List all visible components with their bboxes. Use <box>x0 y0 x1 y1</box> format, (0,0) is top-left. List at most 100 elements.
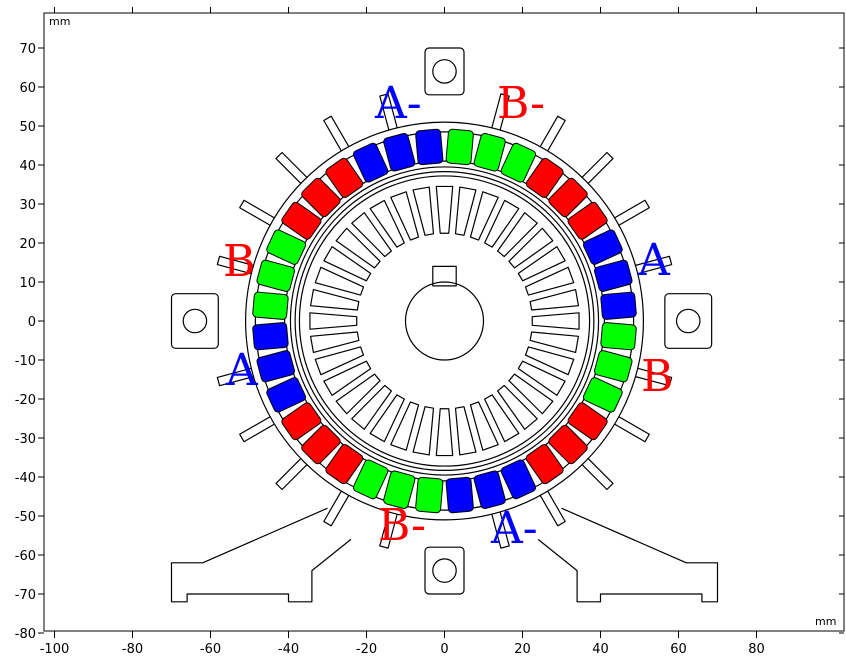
phase-label: A- <box>490 503 538 554</box>
rotor-slot <box>390 191 420 241</box>
cooling-fin <box>216 255 254 275</box>
rotor-slot <box>435 408 454 457</box>
y-tick-label: 20 <box>19 237 36 252</box>
rotor-slot <box>435 185 454 234</box>
rotor-slot <box>508 373 554 415</box>
air-gap-outer-ring <box>289 166 600 476</box>
coil-slot <box>252 291 289 320</box>
phase-label: B- <box>497 78 545 129</box>
rotor-slot <box>335 227 381 269</box>
cooling-fin <box>323 115 350 152</box>
y-tick-label: -10 <box>15 354 36 369</box>
housing-inner-ring <box>254 131 635 511</box>
x-tick-label: -20 <box>356 642 377 657</box>
rotor-slot <box>531 312 580 330</box>
cooling-fin <box>491 93 510 131</box>
mounting-hole <box>432 59 457 84</box>
y-tick-label: 0 <box>28 315 36 330</box>
coil-slot <box>301 177 341 218</box>
y-tick-label: 30 <box>19 198 36 213</box>
rotor-slot <box>524 266 575 296</box>
plot-frame <box>43 12 845 632</box>
motor-geometry <box>170 47 719 603</box>
cooling-fin <box>581 458 614 491</box>
rotor-slot <box>497 212 538 258</box>
y-tick-label: -60 <box>15 549 36 564</box>
coil-slot <box>548 424 588 465</box>
rotor-slot <box>529 331 580 354</box>
rotor-slot <box>351 384 392 430</box>
coil-slot <box>445 128 474 166</box>
coil-slot <box>281 402 322 441</box>
coil-slot <box>383 470 416 510</box>
coil-slot <box>548 177 588 218</box>
rotor-slot <box>351 212 392 258</box>
rotor-slot <box>529 288 580 311</box>
coil-slot <box>352 142 389 183</box>
rotor-slot <box>323 360 372 396</box>
phase-label: A- <box>374 78 422 129</box>
coil-slot <box>500 142 537 183</box>
cooling-fin <box>275 151 308 184</box>
x-tick-label: -100 <box>40 642 70 657</box>
coil-slot <box>500 459 537 500</box>
x-unit-label: mm <box>815 615 836 628</box>
coil-slot <box>473 470 506 510</box>
coil-slot <box>415 128 444 166</box>
x-tick-label: 0 <box>440 642 448 657</box>
rotor-outer-ring <box>298 175 591 467</box>
rotor-slot <box>469 401 499 451</box>
foot-left <box>170 507 352 603</box>
cooling-fin <box>614 199 650 226</box>
mounting-hole <box>675 308 701 334</box>
y-tick-label: -50 <box>15 510 36 525</box>
rotor-slot <box>309 331 360 354</box>
x-tick-label: 40 <box>592 642 609 657</box>
coil-slot <box>567 201 608 240</box>
coil-slot <box>473 132 506 172</box>
x-tick-label: 20 <box>514 642 531 657</box>
coil-slot <box>582 229 623 265</box>
mounting-lug-bottom <box>424 546 465 595</box>
cooling-fin <box>614 416 650 443</box>
rotor-slot <box>524 346 575 376</box>
coil-slot <box>594 350 633 383</box>
y-tick-label: -30 <box>15 432 36 447</box>
coil-slot <box>600 291 637 320</box>
x-tick-label: -60 <box>200 642 221 657</box>
rotor-slot <box>412 186 435 236</box>
cooling-fin <box>635 367 673 387</box>
coil-slot <box>383 132 416 172</box>
mounting-lug-right <box>664 293 713 349</box>
coil-slot <box>415 476 444 514</box>
coil-slot <box>256 350 295 383</box>
rotor-slot <box>517 360 566 396</box>
cooling-fin <box>239 416 275 443</box>
mounting-hole <box>432 558 457 583</box>
y-tick-label: -20 <box>15 393 36 408</box>
rotor-slot <box>309 312 358 330</box>
rotor-slot <box>497 384 538 430</box>
phase-label: B- <box>378 500 426 551</box>
coil-slot <box>582 377 623 413</box>
coil-slot <box>325 157 364 198</box>
y-tick-label: 50 <box>19 120 36 135</box>
stator-coils <box>252 128 637 514</box>
x-tick-label: -40 <box>278 642 299 657</box>
phase-labels: A- B- A B B A B- A- <box>223 78 673 554</box>
cooling-fin <box>323 490 350 527</box>
coil-slot <box>301 424 341 465</box>
stator-back-ring <box>284 160 605 482</box>
y-tick-label: 40 <box>19 159 36 174</box>
y-tick-label: 10 <box>19 276 36 291</box>
rotor-slot <box>369 199 405 248</box>
x-tick-label: -80 <box>122 642 143 657</box>
phase-label: B <box>641 351 673 402</box>
y-tick-label: -70 <box>15 588 36 603</box>
rotor-slot <box>314 346 365 376</box>
rotor-slot <box>454 186 477 236</box>
rotor-slot <box>484 394 520 443</box>
coil-slot <box>352 459 389 500</box>
rotor-slot <box>390 401 420 451</box>
cooling-fin <box>379 93 398 131</box>
